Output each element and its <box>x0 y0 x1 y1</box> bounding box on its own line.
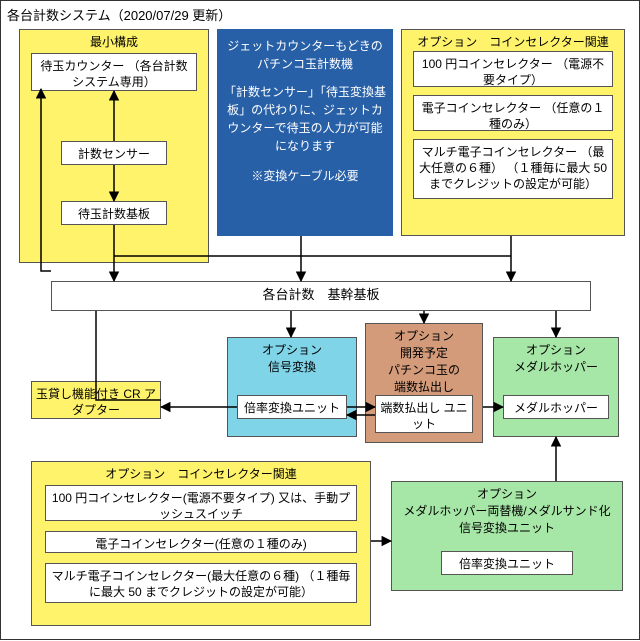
group-devplan-title: オプション 開発予定 パチンコ玉の 端数払出し <box>366 324 482 398</box>
box-coin-multi: マルチ電子コインセレクター （最大任意の６種） （１種毎に最大 50 までクレジ… <box>413 139 613 199</box>
group-coin-opt1-title: オプション コインセレクター関連 <box>402 30 624 53</box>
group-medalhop-title: オプション メダルホッパー <box>494 338 618 378</box>
jet-title: ジェットカウンターもどきの パチンコ玉計数機 <box>223 37 387 73</box>
panel-jet: ジェットカウンターもどきの パチンコ玉計数機 「計数センサー」「待玉変換基板」の… <box>217 29 393 236</box>
box-coin100b: 100 円コインセレクター(電源不要タイプ) 又は、手動プッシュスイッチ <box>45 485 357 521</box>
group-medalsand-title: オプション メダルホッパー両替機/メダルサンド化 信号変換ユニット <box>392 482 622 539</box>
box-rate-unit2: 倍率変換ユニット <box>441 551 573 575</box>
box-medal-hopper: メダルホッパー <box>503 395 609 419</box>
box-coin-multi2: マルチ電子コインセレクター(最大任意の６種) （１種毎に最大 50 までクレジッ… <box>45 563 357 603</box>
box-coin-elec: 電子コインセレクター （任意の１種のみ） <box>413 95 613 131</box>
jet-note: ※変換ケーブル必要 <box>223 167 387 185</box>
box-counter: 待玉カウンター （各台計数システム専用） <box>31 53 197 91</box>
group-minimal-title: 最小構成 <box>20 30 208 53</box>
box-coin100a: 100 円コインセレクター （電源不要タイプ） <box>413 51 613 87</box>
box-coin-elec2: 電子コインセレクター(任意の１種のみ) <box>45 531 357 553</box>
box-rate-unit: 倍率変換ユニット <box>237 395 347 419</box>
group-sigconv-title: オプション 信号変換 <box>228 338 356 378</box>
group-coin-opt2-title: オプション コインセレクター関連 <box>32 462 370 485</box>
box-core: 各台計数 基幹基板 <box>51 281 591 311</box>
box-frac-unit: 端数払出し ユニット <box>375 395 473 433</box>
group-sigconv: オプション 信号変換 <box>227 337 357 437</box>
group-medalhop: オプション メダルホッパー <box>493 337 619 437</box>
diagram-title: 各台計数システム（2020/07/29 更新） <box>7 5 231 24</box>
box-board: 待玉計数基板 <box>61 201 167 225</box>
box-sensor: 計数センサー <box>61 141 167 165</box>
box-cr: 玉貸し機能付き CR アダプター <box>31 381 161 419</box>
jet-desc: 「計数センサー」「待玉変換基板」の代わりに、ジェットカウンターで待玉の人力が可能… <box>223 83 387 155</box>
